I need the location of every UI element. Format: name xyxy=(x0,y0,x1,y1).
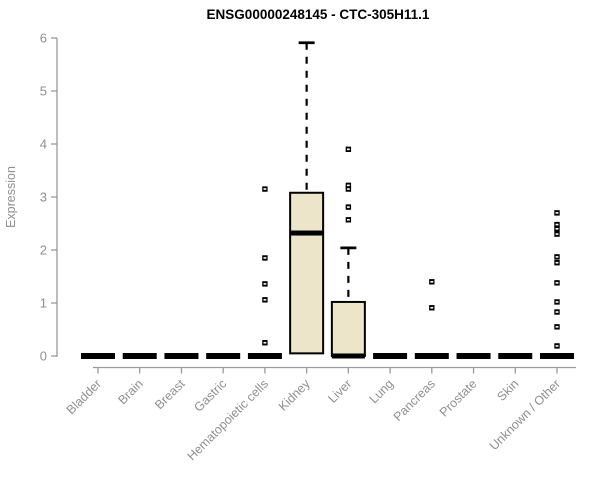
flat-zero-box xyxy=(81,353,115,359)
outlier-point-center xyxy=(555,345,559,347)
x-tick-label: Unknown / Other xyxy=(487,377,563,453)
x-tick-label: Hematopoietic cells xyxy=(184,377,271,464)
x-tick-label: Brain xyxy=(115,377,146,408)
y-axis-label: Expression xyxy=(4,166,18,228)
median-line xyxy=(290,230,324,236)
flat-zero-box xyxy=(247,353,282,359)
outlier-point-center xyxy=(555,256,559,258)
plot-area: 0 1 2 3 4 5 6 Bladder Brain Breast GastricHematopo… xyxy=(40,31,576,464)
outlier-point-center xyxy=(430,306,434,309)
x-tick-label: Breast xyxy=(152,376,188,412)
outlier-point-center xyxy=(555,212,559,214)
flat-zero-box xyxy=(164,353,199,359)
outlier-point-center xyxy=(346,206,350,208)
outlier-point-center xyxy=(263,341,267,344)
box-liver xyxy=(330,300,366,358)
outlier-point-center xyxy=(555,326,559,328)
outlier-point-center xyxy=(263,299,267,301)
x-tick-label: Pancreas xyxy=(391,377,438,424)
outlier-point-center xyxy=(346,184,350,187)
outlier-point-center xyxy=(346,218,350,221)
flat-zero-box xyxy=(456,353,491,359)
y-tick-label: 6 xyxy=(40,31,47,46)
outlier-point-center xyxy=(263,257,267,259)
outlier-point-center xyxy=(555,301,559,303)
flat-zero-box xyxy=(206,353,241,359)
y-tick-label: 1 xyxy=(40,296,47,311)
outlier-point-center xyxy=(555,228,559,230)
outlier-point-center xyxy=(555,282,559,284)
x-tick-label: Gastric xyxy=(191,377,229,415)
x-tick-label: Bladder xyxy=(64,377,104,417)
outlier-point-center xyxy=(346,148,350,151)
outlier-point-center xyxy=(555,233,559,235)
x-tick-label: Liver xyxy=(325,377,354,406)
y-tick-label: 0 xyxy=(40,349,47,364)
x-tick-label: Skin xyxy=(494,377,521,404)
flat-zero-box xyxy=(498,353,533,359)
x-tick-label: Kidney xyxy=(276,376,313,413)
outlier-point-center xyxy=(430,281,434,283)
outlier-point-center xyxy=(555,223,559,226)
outlier-point-center xyxy=(555,311,559,313)
x-tick-label: Prostate xyxy=(437,377,480,420)
outlier-point-center xyxy=(555,261,559,264)
box-kidney xyxy=(289,191,325,355)
y-tick-label: 3 xyxy=(40,190,47,205)
y-tick-label: 2 xyxy=(40,243,47,258)
median-line xyxy=(331,353,365,359)
y-tick-label: 4 xyxy=(40,137,47,152)
flat-zero-box xyxy=(373,353,408,359)
outlier-point-center xyxy=(263,188,267,190)
chart-title: ENSG00000248145 - CTC-305H11.1 xyxy=(207,7,430,22)
outlier-point-center xyxy=(263,283,267,285)
outlier-point-center xyxy=(346,188,350,190)
y-tick-label: 5 xyxy=(40,84,47,99)
flat-zero-box xyxy=(539,353,574,359)
flat-zero-box xyxy=(414,353,449,359)
x-tick-label: Lung xyxy=(367,377,397,407)
flat-zero-box xyxy=(122,353,157,359)
